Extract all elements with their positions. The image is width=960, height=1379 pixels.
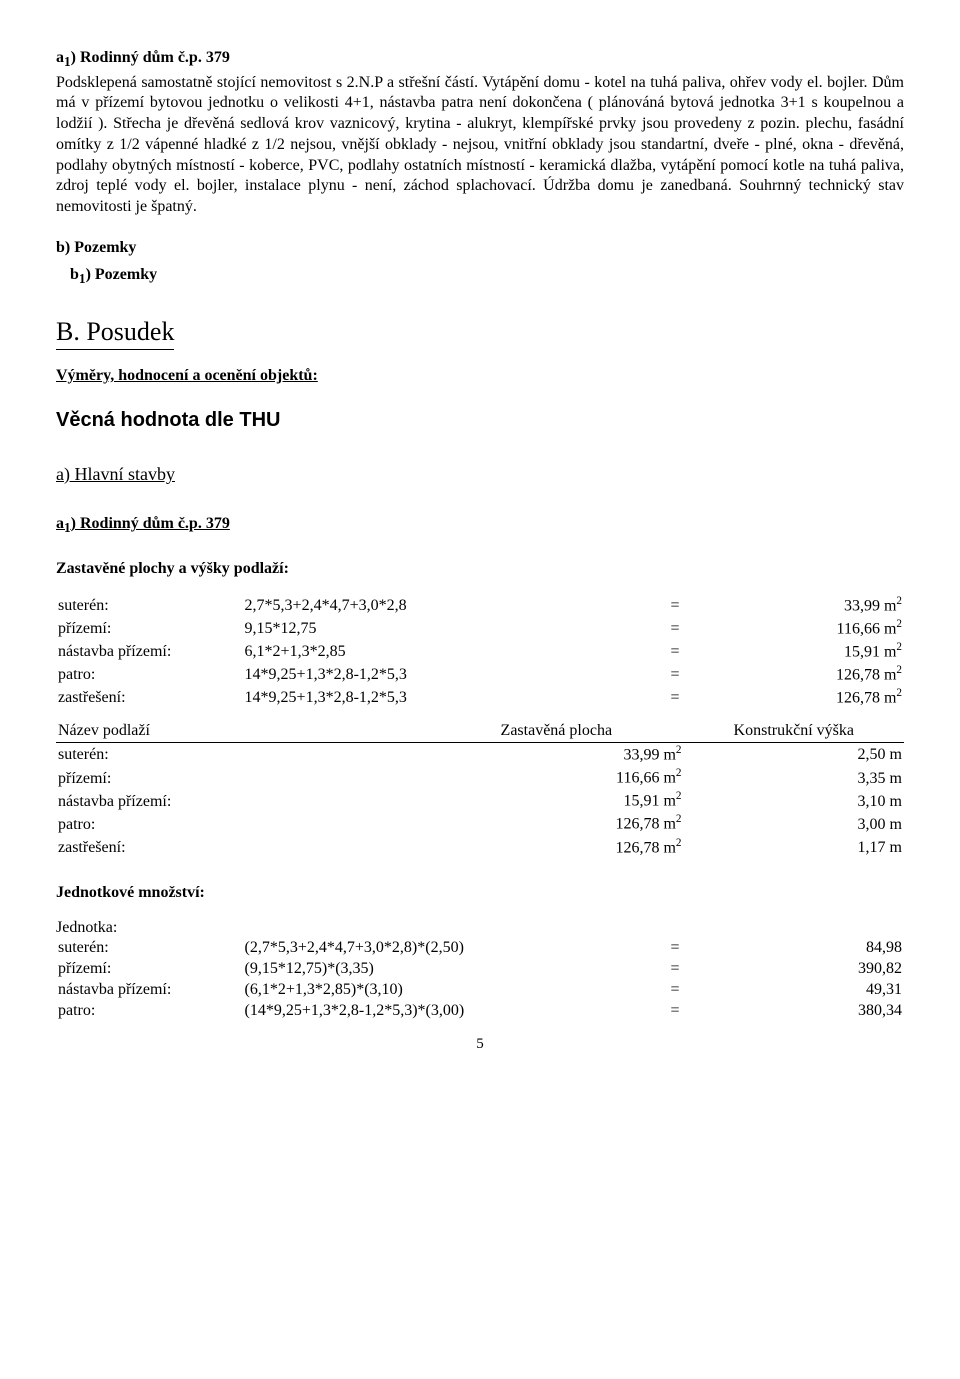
nazev-label: suterén: [56, 743, 429, 767]
calc-expr: 2,7*5,3+2,4*4,7+3,0*2,8 [243, 594, 650, 617]
zastavene-heading: Zastavěné plochy a výšky podlaží: [56, 559, 904, 580]
table-row: zastřešení:14*9,25+1,3*2,8-1,2*5,3=126,7… [56, 686, 904, 709]
nazev-area: 126,78 m2 [429, 812, 683, 835]
jedn-label: přízemí: [56, 959, 243, 980]
jedn-val: 84,98 [700, 938, 904, 959]
calc-label: patro: [56, 663, 243, 686]
thu-heading: Věcná hodnota dle THU [56, 407, 904, 433]
table-row: patro:14*9,25+1,3*2,8-1,2*5,3=126,78 m2 [56, 663, 904, 686]
table-row: přízemí:116,66 m23,35 m [56, 766, 904, 789]
calc-eq: = [650, 686, 701, 709]
page-number: 5 [56, 1035, 904, 1055]
nazev-label: zastřešení: [56, 836, 429, 859]
calc-eq: = [650, 640, 701, 663]
nazev-col-1: Název podlaží [56, 721, 429, 742]
section-a1-paragraph: Podsklepená samostatně stojící nemovitos… [56, 73, 904, 219]
calc-label: nástavba přízemí: [56, 640, 243, 663]
calc-eq: = [650, 594, 701, 617]
jedn-eq: = [650, 980, 701, 1001]
jedn-label: patro: [56, 1001, 243, 1022]
jedn-eq: = [650, 1001, 701, 1022]
nazev-area: 116,66 m2 [429, 766, 683, 789]
nazev-label: přízemí: [56, 766, 429, 789]
nazev-height: 3,10 m [684, 789, 905, 812]
calc-val: 15,91 m2 [700, 640, 904, 663]
nazev-col-3: Konstrukční výška [684, 721, 905, 742]
table-row: suterén:33,99 m22,50 m [56, 743, 904, 767]
calc-val: 116,66 m2 [700, 617, 904, 640]
nazev-height: 3,35 m [684, 766, 905, 789]
posudek-heading: B. Posudek [56, 315, 174, 350]
table-row: nástavba přízemí:15,91 m23,10 m [56, 789, 904, 812]
nazev-area: 126,78 m2 [429, 836, 683, 859]
a1-2-heading: a1) Rodinný dům č.p. 379 [56, 514, 904, 537]
calc-val: 33,99 m2 [700, 594, 904, 617]
nazev-label: patro: [56, 812, 429, 835]
jedn-expr: (9,15*12,75)*(3,35) [243, 959, 650, 980]
nazev-height: 3,00 m [684, 812, 905, 835]
table-row: patro:(14*9,25+1,3*2,8-1,2*5,3)*(3,00)=3… [56, 1001, 904, 1022]
table-row: nástavba přízemí:6,1*2+1,3*2,85=15,91 m2 [56, 640, 904, 663]
nazev-height: 2,50 m [684, 743, 905, 767]
jednotkove-heading: Jednotkové množství: [56, 883, 904, 904]
table-row: přízemí:(9,15*12,75)*(3,35)=390,82 [56, 959, 904, 980]
calc-expr: 14*9,25+1,3*2,8-1,2*5,3 [243, 686, 650, 709]
jedn-val: 49,31 [700, 980, 904, 1001]
calc-label: suterén: [56, 594, 243, 617]
table-row: suterén:(2,7*5,3+2,4*4,7+3,0*2,8)*(2,50)… [56, 938, 904, 959]
section-b-heading: b) Pozemky [56, 238, 904, 259]
nazev-col-2: Zastavěná plocha [429, 721, 683, 742]
jednotka-label: Jednotka: [56, 918, 904, 939]
table-row: přízemí:9,15*12,75=116,66 m2 [56, 617, 904, 640]
jedn-eq: = [650, 938, 701, 959]
nazev-area: 33,99 m2 [429, 743, 683, 767]
calc-expr: 14*9,25+1,3*2,8-1,2*5,3 [243, 663, 650, 686]
jedn-expr: (14*9,25+1,3*2,8-1,2*5,3)*(3,00) [243, 1001, 650, 1022]
calc-val: 126,78 m2 [700, 686, 904, 709]
jedn-label: nástavba přízemí: [56, 980, 243, 1001]
table-row: nástavba přízemí:(6,1*2+1,3*2,85)*(3,10)… [56, 980, 904, 1001]
jedn-table: suterén:(2,7*5,3+2,4*4,7+3,0*2,8)*(2,50)… [56, 938, 904, 1021]
jedn-val: 390,82 [700, 959, 904, 980]
jedn-val: 380,34 [700, 1001, 904, 1022]
vymery-heading: Výměry, hodnocení a ocenění objektů: [56, 366, 904, 387]
calc-table: suterén:2,7*5,3+2,4*4,7+3,0*2,8=33,99 m2… [56, 594, 904, 710]
calc-label: zastřešení: [56, 686, 243, 709]
jedn-expr: (2,7*5,3+2,4*4,7+3,0*2,8)*(2,50) [243, 938, 650, 959]
nazev-area: 15,91 m2 [429, 789, 683, 812]
calc-val: 126,78 m2 [700, 663, 904, 686]
table-row: suterén:2,7*5,3+2,4*4,7+3,0*2,8=33,99 m2 [56, 594, 904, 617]
jedn-label: suterén: [56, 938, 243, 959]
calc-eq: = [650, 663, 701, 686]
calc-label: přízemí: [56, 617, 243, 640]
section-b1-heading: b1) Pozemky [70, 265, 904, 288]
jedn-eq: = [650, 959, 701, 980]
calc-expr: 9,15*12,75 [243, 617, 650, 640]
nazev-table: Název podlaží Zastavěná plocha Konstrukč… [56, 721, 904, 858]
calc-expr: 6,1*2+1,3*2,85 [243, 640, 650, 663]
section-a1-heading: a1) Rodinný dům č.p. 379 [56, 48, 904, 71]
table-row: zastřešení:126,78 m21,17 m [56, 836, 904, 859]
hlavni-stavby-heading: a) Hlavní stavby [56, 463, 904, 486]
nazev-height: 1,17 m [684, 836, 905, 859]
table-row: patro:126,78 m23,00 m [56, 812, 904, 835]
nazev-label: nástavba přízemí: [56, 789, 429, 812]
calc-eq: = [650, 617, 701, 640]
jedn-expr: (6,1*2+1,3*2,85)*(3,10) [243, 980, 650, 1001]
